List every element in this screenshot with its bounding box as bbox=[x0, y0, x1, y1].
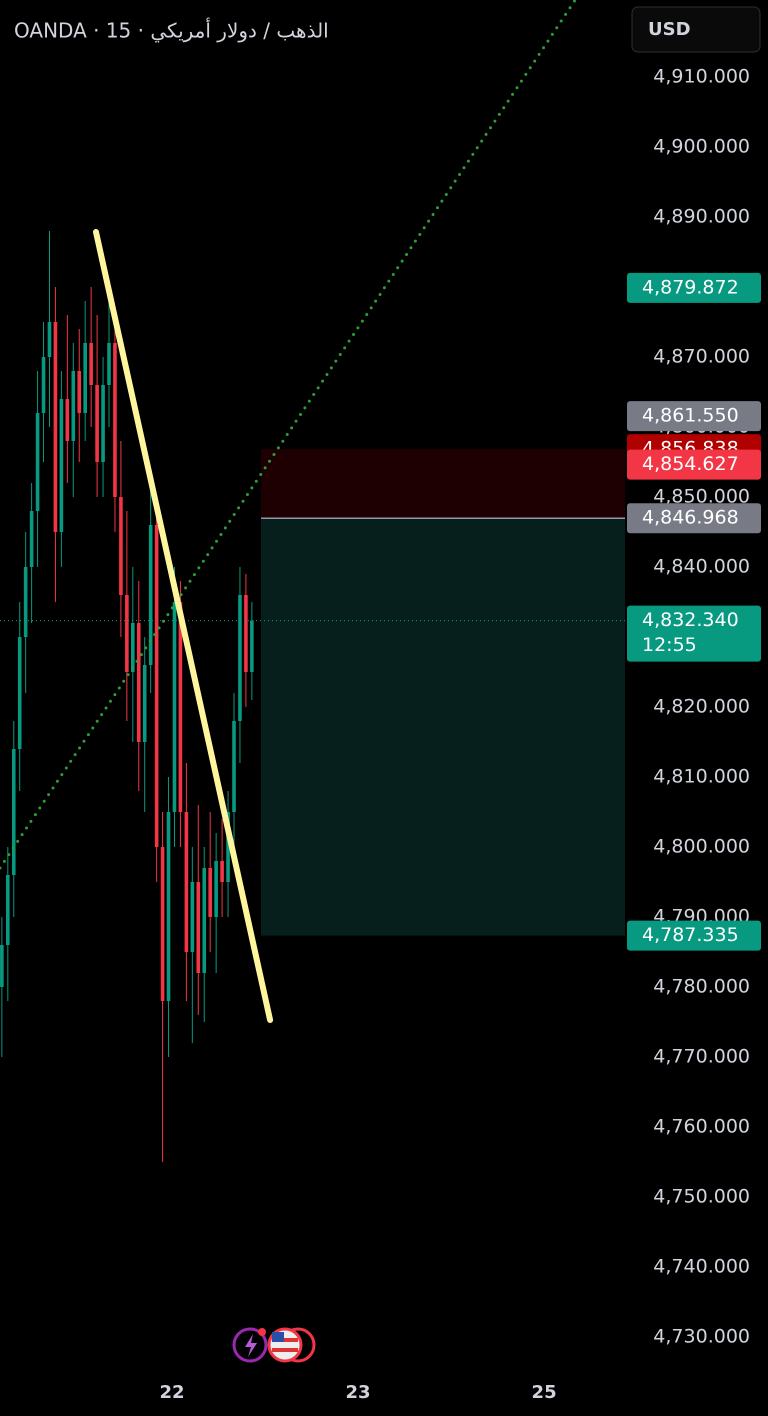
candle-body bbox=[23, 567, 28, 637]
candle-body bbox=[17, 637, 22, 749]
x-tick-label: 22 bbox=[160, 1382, 185, 1403]
y-tick-label: 4,850.000 bbox=[653, 486, 750, 508]
candle-body bbox=[65, 399, 70, 441]
candle-body bbox=[11, 749, 16, 875]
price-label: 4,832.340 bbox=[642, 609, 739, 631]
price-label: 4,846.968 bbox=[642, 507, 739, 529]
price-label: 4,854.627 bbox=[642, 453, 739, 475]
candle-body bbox=[160, 847, 165, 1001]
currency-label: USD bbox=[648, 19, 691, 40]
candle-body bbox=[53, 322, 58, 532]
candle-body bbox=[113, 343, 117, 497]
countdown-label: 12:55 bbox=[642, 634, 697, 656]
candle-body bbox=[202, 868, 207, 973]
candle-body bbox=[101, 385, 105, 462]
candle-body bbox=[136, 623, 141, 742]
candle-body bbox=[154, 525, 159, 847]
y-tick-label: 4,870.000 bbox=[653, 346, 750, 368]
candle-body bbox=[238, 595, 242, 721]
candle-body bbox=[89, 343, 93, 385]
candle-body bbox=[208, 868, 212, 917]
candle-body bbox=[83, 343, 87, 413]
candle-body bbox=[220, 861, 224, 882]
x-tick-label: 25 bbox=[532, 1382, 557, 1403]
price-label-box bbox=[627, 401, 761, 432]
candle-body bbox=[148, 525, 153, 665]
candle-body bbox=[47, 322, 52, 357]
price-label-box bbox=[627, 503, 761, 534]
candle-body bbox=[178, 602, 183, 812]
price-label-box bbox=[627, 272, 761, 303]
candle-body bbox=[142, 665, 147, 742]
y-tick-label: 4,800.000 bbox=[653, 836, 750, 858]
y-tick-label: 4,740.000 bbox=[653, 1256, 750, 1278]
event-icons[interactable] bbox=[232, 1327, 316, 1363]
candle-body bbox=[232, 721, 236, 812]
candle-body bbox=[196, 882, 201, 973]
candle-body bbox=[250, 620, 254, 672]
price-label: 4,787.335 bbox=[642, 924, 739, 946]
candle-body bbox=[95, 385, 99, 462]
candle-body bbox=[0, 945, 4, 987]
candle-body bbox=[166, 812, 171, 1001]
y-tick-label: 4,750.000 bbox=[653, 1186, 750, 1208]
y-tick-label: 4,840.000 bbox=[653, 556, 750, 578]
trendline bbox=[92, 228, 274, 1023]
candle-body bbox=[184, 812, 189, 952]
y-tick-label: 4,890.000 bbox=[653, 206, 750, 228]
notification-dot bbox=[258, 1328, 266, 1336]
candle-body bbox=[125, 595, 129, 672]
y-tick-label: 4,730.000 bbox=[653, 1326, 750, 1348]
flag-canton bbox=[272, 1332, 284, 1342]
candle-body bbox=[35, 413, 40, 511]
target-zone bbox=[260, 518, 625, 936]
price-label-box bbox=[627, 920, 761, 951]
candle-body bbox=[214, 861, 218, 917]
y-tick-label: 4,760.000 bbox=[653, 1116, 750, 1138]
candle-body bbox=[244, 595, 248, 672]
candle-body bbox=[131, 623, 135, 672]
candle-body bbox=[71, 371, 76, 441]
candle-body bbox=[77, 371, 82, 413]
plot-area bbox=[0, 0, 625, 1162]
y-tick-label: 4,910.000 bbox=[653, 66, 750, 88]
y-tick-label: 4,820.000 bbox=[653, 696, 750, 718]
y-tick-label: 4,770.000 bbox=[653, 1046, 750, 1068]
candle-body bbox=[226, 812, 230, 882]
price-label-box bbox=[627, 605, 761, 662]
price-label: 4,861.550 bbox=[642, 405, 739, 427]
symbol-title: OANDA · 15 · الذهب / دولار أمريكي bbox=[14, 18, 329, 44]
price-label: 4,879.872 bbox=[642, 276, 739, 298]
candle-body bbox=[107, 343, 111, 385]
lightning-icon bbox=[245, 1334, 257, 1357]
y-tick-label: 4,810.000 bbox=[653, 766, 750, 788]
candle-body bbox=[59, 399, 64, 532]
candle-body bbox=[172, 602, 177, 812]
price-label-box bbox=[627, 449, 761, 480]
candle-body bbox=[41, 357, 46, 413]
trendline bbox=[0, 0, 577, 870]
candle-body bbox=[190, 882, 195, 952]
stop-zone bbox=[260, 449, 625, 519]
candle-body bbox=[119, 497, 123, 595]
candle-body bbox=[29, 511, 34, 567]
currency-button[interactable] bbox=[631, 6, 761, 53]
candle-body bbox=[6, 875, 10, 945]
x-tick-label: 23 bbox=[346, 1382, 371, 1403]
y-tick-label: 4,780.000 bbox=[653, 976, 750, 998]
y-tick-label: 4,900.000 bbox=[653, 136, 750, 158]
